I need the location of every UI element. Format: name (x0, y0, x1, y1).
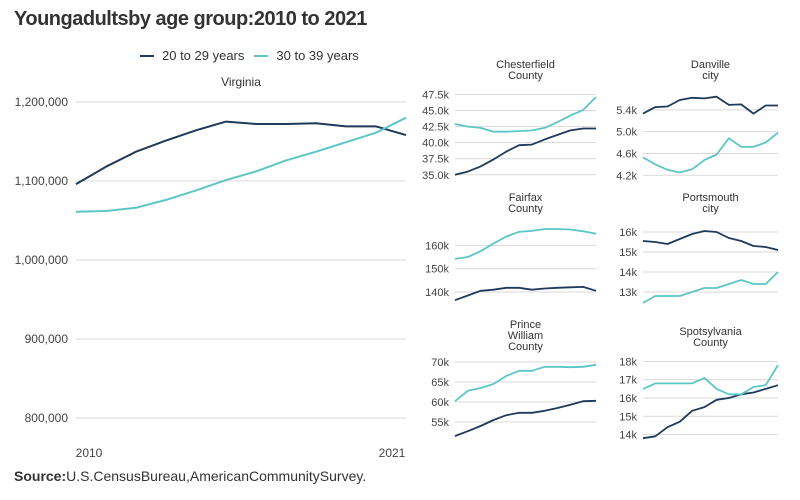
y-tick-label: 5.0k (616, 127, 637, 139)
panel-title: Virginia (221, 75, 261, 89)
legend-item-20-29: 20 to 29 years (140, 48, 244, 63)
y-tick-label: 13k (619, 287, 637, 299)
source-label: Source: (14, 468, 67, 484)
panel-title-line: William (508, 330, 543, 342)
y-tick-label: 15k (619, 247, 637, 259)
x-tick-label: 2010 (76, 446, 103, 460)
y-tick-label: 15k (619, 411, 637, 423)
y-tick-label: 1,000,000 (15, 253, 69, 267)
y-tick-label: 40.0k (422, 138, 449, 150)
series-line-30-39 (642, 131, 779, 174)
series-line-20-29 (454, 286, 597, 302)
y-tick-label: 150k (425, 264, 449, 276)
panel-title-line: Spotsylvania (679, 326, 742, 338)
y-tick-label: 800,000 (25, 411, 69, 425)
y-tick-label: 45.0k (422, 106, 449, 118)
series-line-30-39 (454, 363, 597, 402)
panel-title-line: County (508, 203, 543, 215)
y-tick-label: 14k (619, 267, 637, 279)
legend-item-30-39: 30 to 39 years (254, 48, 359, 63)
y-tick-label: 42.5k (422, 122, 449, 134)
panel-title-line: County (508, 341, 543, 353)
panel-title-line: city (702, 70, 719, 82)
y-tick-label: 900,000 (25, 332, 69, 346)
panel-title-line: Fairfax (509, 192, 543, 204)
legend: 20 to 29 years 30 to 39 years (140, 48, 359, 63)
y-tick-label: 70k (431, 357, 449, 369)
y-tick-label: 17k (619, 375, 637, 387)
series-line-20-29 (454, 399, 597, 437)
y-tick-label: 60k (431, 397, 449, 409)
source-note: Source:U.S.CensusBureau,AmericanCommunit… (14, 468, 366, 484)
source-text: U.S.CensusBureau,AmericanCommunitySurvey… (66, 468, 367, 484)
y-tick-label: 35.0k (422, 170, 449, 182)
panel-title-line: Portsmouth (682, 192, 738, 204)
y-tick-label: 1,200,000 (15, 95, 69, 109)
y-tick-label: 14k (619, 430, 637, 442)
y-tick-label: 55k (431, 417, 449, 429)
y-tick-label: 140k (425, 287, 449, 299)
x-tick-label: 2021 (379, 446, 406, 460)
chart-title: Youngadultsby age group:2010 to 2021 (14, 8, 367, 30)
legend-swatch-20-29 (140, 54, 154, 57)
y-tick-label: 5.4k (616, 105, 637, 117)
series-line-20-29 (642, 384, 779, 440)
series-line-30-39 (454, 96, 597, 133)
panel-title-line: Chesterfield (496, 59, 555, 71)
legend-label-30-39: 30 to 39 years (276, 48, 359, 63)
y-tick-label: 65k (431, 377, 449, 389)
y-tick-label: 16k (619, 393, 637, 405)
y-tick-label: 160k (425, 240, 449, 252)
series-line-30-39 (642, 364, 779, 396)
y-tick-label: 1,100,000 (15, 174, 69, 188)
panel-title-line: Danville (691, 59, 730, 71)
panel-title-line: County (693, 337, 728, 349)
legend-swatch-30-39 (254, 54, 269, 57)
series-line-30-39 (75, 116, 407, 213)
y-tick-label: 18k (619, 356, 637, 368)
panel-title-line: city (702, 203, 719, 215)
legend-label-20-29: 20 to 29 years (162, 48, 245, 63)
panel-title-line: County (508, 70, 543, 82)
series-line-20-29 (642, 95, 778, 115)
series-line-30-39 (454, 228, 597, 260)
y-tick-label: 4.2k (616, 170, 637, 182)
y-tick-label: 47.5k (422, 89, 449, 101)
series-line-20-29 (75, 120, 407, 185)
y-tick-label: 37.5k (422, 154, 449, 166)
series-line-30-39 (642, 271, 779, 304)
panel-title-line: Prince (510, 319, 541, 331)
y-tick-label: 4.6k (616, 148, 637, 160)
series-line-20-29 (642, 230, 779, 251)
series-line-20-29 (454, 127, 596, 176)
y-tick-label: 16k (619, 227, 637, 239)
